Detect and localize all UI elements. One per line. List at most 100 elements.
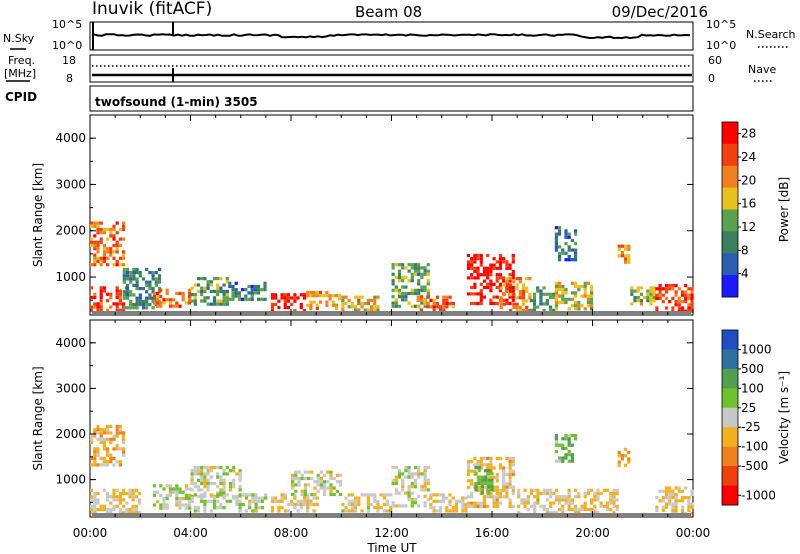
heatmap-cell bbox=[339, 492, 343, 497]
heatmap-cell bbox=[99, 292, 103, 296]
heatmap-cell bbox=[407, 475, 411, 479]
heatmap-cell bbox=[303, 486, 307, 490]
heatmap-cell bbox=[586, 297, 590, 301]
heatmap-cell bbox=[432, 499, 436, 503]
heatmap-cell bbox=[690, 502, 694, 506]
heatmap-cell bbox=[132, 267, 136, 271]
heatmap-cell bbox=[426, 263, 430, 267]
heatmap-cell bbox=[394, 275, 398, 280]
heatmap-cell bbox=[419, 298, 423, 302]
heatmap-cell bbox=[489, 263, 493, 267]
heatmap-cell bbox=[145, 303, 149, 307]
heatmap-cell bbox=[238, 472, 242, 476]
heatmap-cell bbox=[391, 304, 395, 308]
heatmap-cell bbox=[570, 281, 574, 285]
heatmap-cell bbox=[511, 456, 515, 460]
heatmap-cell bbox=[511, 269, 515, 274]
heatmap-cell bbox=[473, 285, 477, 290]
heatmap-cell bbox=[90, 511, 94, 515]
colorbar-label: Velocity [m s⁻¹] bbox=[777, 371, 791, 464]
heatmap-cell bbox=[363, 308, 367, 312]
heatmap-cell bbox=[357, 302, 361, 306]
heatmap-cell bbox=[489, 285, 493, 290]
heatmap-cell bbox=[122, 440, 126, 445]
nsky-tick-bottom: 10^0 bbox=[52, 39, 82, 52]
heatmap-cell bbox=[200, 493, 204, 497]
heatmap-cell bbox=[302, 496, 307, 500]
heatmap-cell bbox=[90, 224, 94, 228]
heatmap-cell bbox=[627, 457, 631, 461]
heatmap-cell bbox=[523, 488, 527, 492]
heatmap-cell bbox=[419, 308, 423, 312]
heatmap-cell bbox=[309, 290, 313, 295]
heatmap-cell bbox=[122, 267, 126, 271]
heatmap-cell bbox=[561, 437, 565, 441]
heatmap-cell bbox=[145, 267, 149, 271]
heatmap-cell bbox=[586, 304, 590, 308]
heatmap-cell bbox=[410, 279, 414, 283]
heatmap-cell bbox=[225, 302, 229, 306]
heatmap-cell bbox=[423, 494, 427, 498]
colorbar-tick-label: 20 bbox=[741, 173, 756, 187]
heatmap-cell bbox=[639, 302, 643, 306]
heatmap-cell bbox=[188, 503, 192, 507]
heatmap-cell bbox=[373, 305, 377, 309]
heatmap-cell bbox=[470, 495, 474, 499]
heatmap-cell bbox=[596, 491, 600, 496]
heatmap-cell bbox=[511, 276, 515, 280]
heatmap-cell bbox=[486, 276, 490, 280]
heatmap-cell bbox=[294, 473, 298, 477]
heatmap-cell bbox=[518, 289, 522, 293]
heatmap-cell bbox=[360, 493, 364, 497]
heatmap-cell bbox=[536, 305, 540, 309]
heatmap-cell bbox=[329, 483, 333, 487]
heatmap-cell bbox=[135, 277, 139, 281]
heatmap-cell bbox=[209, 280, 213, 284]
heatmap-cell bbox=[570, 248, 574, 252]
heatmap-cell bbox=[264, 493, 268, 497]
heatmap-cell bbox=[429, 298, 433, 302]
heatmap-cell bbox=[106, 428, 110, 432]
heatmap-cell bbox=[128, 488, 132, 492]
heatmap-cell bbox=[184, 503, 188, 507]
heatmap-cell bbox=[373, 499, 377, 503]
heatmap-cell bbox=[99, 256, 103, 260]
heatmap-cell bbox=[347, 499, 351, 503]
heatmap-cell bbox=[96, 247, 100, 251]
heatmap-cell bbox=[122, 293, 126, 297]
heatmap-cell bbox=[135, 283, 139, 287]
heatmap-cell bbox=[479, 282, 483, 286]
heatmap-cell bbox=[674, 496, 678, 500]
heatmap-cell bbox=[312, 509, 316, 513]
nave-tick-top: 60 bbox=[708, 54, 722, 67]
heatmap-cell bbox=[570, 507, 574, 512]
heatmap-cell bbox=[664, 290, 669, 294]
heatmap-cell bbox=[132, 274, 136, 278]
heatmap-cell bbox=[521, 286, 526, 290]
heatmap-cell bbox=[479, 301, 483, 306]
colorbar-tick-label: 4 bbox=[741, 267, 749, 281]
heatmap-cell bbox=[470, 469, 474, 473]
heatmap-cell bbox=[200, 277, 204, 281]
heatmap-cell bbox=[574, 281, 578, 285]
heatmap-cell bbox=[567, 453, 571, 457]
heatmap-cell bbox=[112, 224, 116, 228]
heatmap-cell bbox=[376, 308, 380, 312]
heatmap-cell bbox=[649, 286, 653, 290]
heatmap-cell bbox=[93, 453, 97, 457]
heatmap-cell bbox=[323, 473, 327, 477]
heatmap-cell bbox=[423, 272, 427, 276]
heatmap-cell bbox=[263, 281, 267, 285]
heatmap-cell bbox=[122, 302, 126, 306]
heatmap-cell bbox=[549, 495, 553, 499]
heatmap-cell bbox=[237, 297, 241, 301]
heatmap-cell bbox=[316, 473, 320, 477]
heatmap-cell bbox=[590, 294, 594, 298]
heatmap-cell bbox=[558, 258, 562, 262]
heatmap-cell bbox=[193, 509, 197, 513]
heatmap-cell bbox=[561, 284, 565, 289]
heatmap-cell bbox=[570, 459, 574, 463]
heatmap-cell bbox=[106, 263, 110, 267]
nsearch-tick-top: 10^5 bbox=[706, 18, 736, 31]
heatmap-cell bbox=[206, 283, 210, 287]
